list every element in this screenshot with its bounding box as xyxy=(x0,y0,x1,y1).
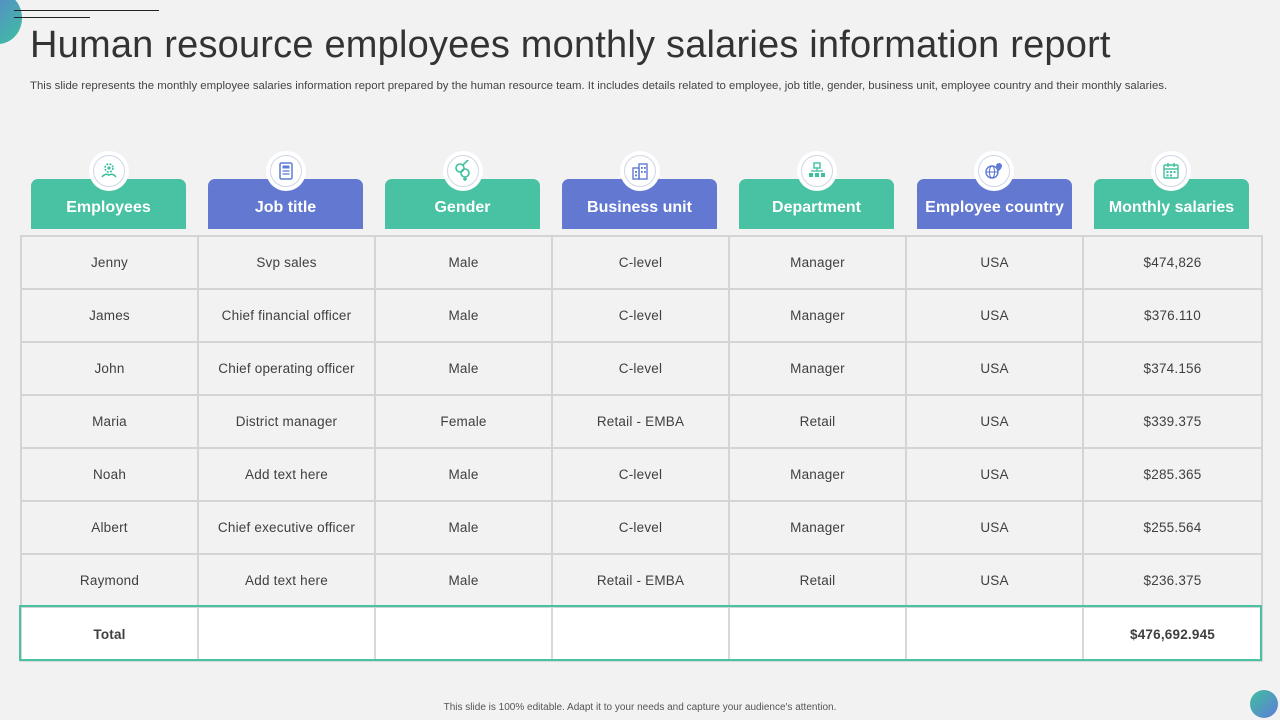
cell-gender: Male xyxy=(374,553,553,608)
table-row: Raymond Add text here Male Retail - EMBA… xyxy=(20,553,1263,608)
cell-gender: Male xyxy=(374,447,553,502)
cell-employee: Raymond xyxy=(20,553,199,608)
corner-line xyxy=(14,10,159,11)
cell-salary: $474,826 xyxy=(1082,235,1263,290)
cell-employee: Noah xyxy=(20,447,199,502)
cell-salary: $285.365 xyxy=(1082,447,1263,502)
id-card-icon xyxy=(266,151,306,191)
cell-business-unit: C-level xyxy=(551,288,730,343)
salary-table: Jenny Svp sales Male C-level Manager USA… xyxy=(20,235,1263,662)
employee-cog-icon xyxy=(89,151,129,191)
corner-decoration xyxy=(0,0,22,44)
cell-salary: $236.375 xyxy=(1082,553,1263,608)
org-chart-icon xyxy=(797,151,837,191)
table-row: James Chief financial officer Male C-lev… xyxy=(20,288,1263,343)
corner-decoration xyxy=(1250,690,1278,718)
table-row: John Chief operating officer Male C-leve… xyxy=(20,341,1263,396)
cell-department: Manager xyxy=(728,235,907,290)
cell-gender: Male xyxy=(374,288,553,343)
corner-line xyxy=(14,17,90,18)
column-header-label: Job title xyxy=(254,199,317,216)
cell-employee: John xyxy=(20,341,199,396)
cell-job-title: Add text here xyxy=(197,553,376,608)
cell-country: USA xyxy=(905,235,1084,290)
cell-country: USA xyxy=(905,500,1084,555)
table-row: Albert Chief executive officer Male C-le… xyxy=(20,500,1263,555)
cell-business-unit: C-level xyxy=(551,500,730,555)
cell-business-unit: Retail - EMBA xyxy=(551,553,730,608)
cell-employee: Jenny xyxy=(20,235,199,290)
gender-symbols-icon xyxy=(443,151,483,191)
cell-business-unit: C-level xyxy=(551,235,730,290)
page-title: Human resource employees monthly salarie… xyxy=(30,24,1111,66)
column-header-label: Gender xyxy=(434,199,491,216)
cell-job-title: Chief operating officer xyxy=(197,341,376,396)
empty-cell xyxy=(551,606,730,662)
cell-country: USA xyxy=(905,341,1084,396)
cell-salary: $339.375 xyxy=(1082,394,1263,449)
cell-country: USA xyxy=(905,394,1084,449)
cell-business-unit: C-level xyxy=(551,341,730,396)
cell-salary: $255.564 xyxy=(1082,500,1263,555)
cell-business-unit: Retail - EMBA xyxy=(551,394,730,449)
cell-job-title: Chief financial officer xyxy=(197,288,376,343)
cell-employee: James xyxy=(20,288,199,343)
column-header-label: Business unit xyxy=(587,199,692,216)
cell-job-title: Svp sales xyxy=(197,235,376,290)
globe-location-icon xyxy=(974,151,1014,191)
column-header-label: Employees xyxy=(66,199,151,216)
column-header-label: Employee country xyxy=(925,199,1064,216)
cell-country: USA xyxy=(905,553,1084,608)
cell-job-title: Chief executive officer xyxy=(197,500,376,555)
cell-job-title: Add text here xyxy=(197,447,376,502)
column-header-label: Department xyxy=(772,199,861,216)
empty-cell xyxy=(374,606,553,662)
cell-department: Manager xyxy=(728,500,907,555)
total-row: Total $476,692.945 xyxy=(20,606,1263,662)
cell-department: Manager xyxy=(728,447,907,502)
cell-salary: $376.110 xyxy=(1082,288,1263,343)
total-label: Total xyxy=(20,606,199,662)
table-row: Jenny Svp sales Male C-level Manager USA… xyxy=(20,235,1263,290)
cell-gender: Male xyxy=(374,341,553,396)
total-value: $476,692.945 xyxy=(1082,606,1263,662)
page-subtitle: This slide represents the monthly employ… xyxy=(30,80,1168,92)
cell-department: Manager xyxy=(728,341,907,396)
cell-department: Retail xyxy=(728,394,907,449)
cell-employee: Albert xyxy=(20,500,199,555)
empty-cell xyxy=(728,606,907,662)
cell-country: USA xyxy=(905,288,1084,343)
column-header-label: Monthly salaries xyxy=(1108,199,1235,216)
empty-cell xyxy=(905,606,1084,662)
cell-business-unit: C-level xyxy=(551,447,730,502)
cell-department: Manager xyxy=(728,288,907,343)
cell-country: USA xyxy=(905,447,1084,502)
cell-employee: Maria xyxy=(20,394,199,449)
cell-job-title: District manager xyxy=(197,394,376,449)
table-row: Noah Add text here Male C-level Manager … xyxy=(20,447,1263,502)
cell-salary: $374.156 xyxy=(1082,341,1263,396)
cell-gender: Female xyxy=(374,394,553,449)
cell-gender: Male xyxy=(374,500,553,555)
empty-cell xyxy=(197,606,376,662)
cell-department: Retail xyxy=(728,553,907,608)
footer-note: This slide is 100% editable. Adapt it to… xyxy=(443,702,837,713)
calendar-icon xyxy=(1151,151,1191,191)
cell-gender: Male xyxy=(374,235,553,290)
table-row: Maria District manager Female Retail - E… xyxy=(20,394,1263,449)
building-icon xyxy=(620,151,660,191)
